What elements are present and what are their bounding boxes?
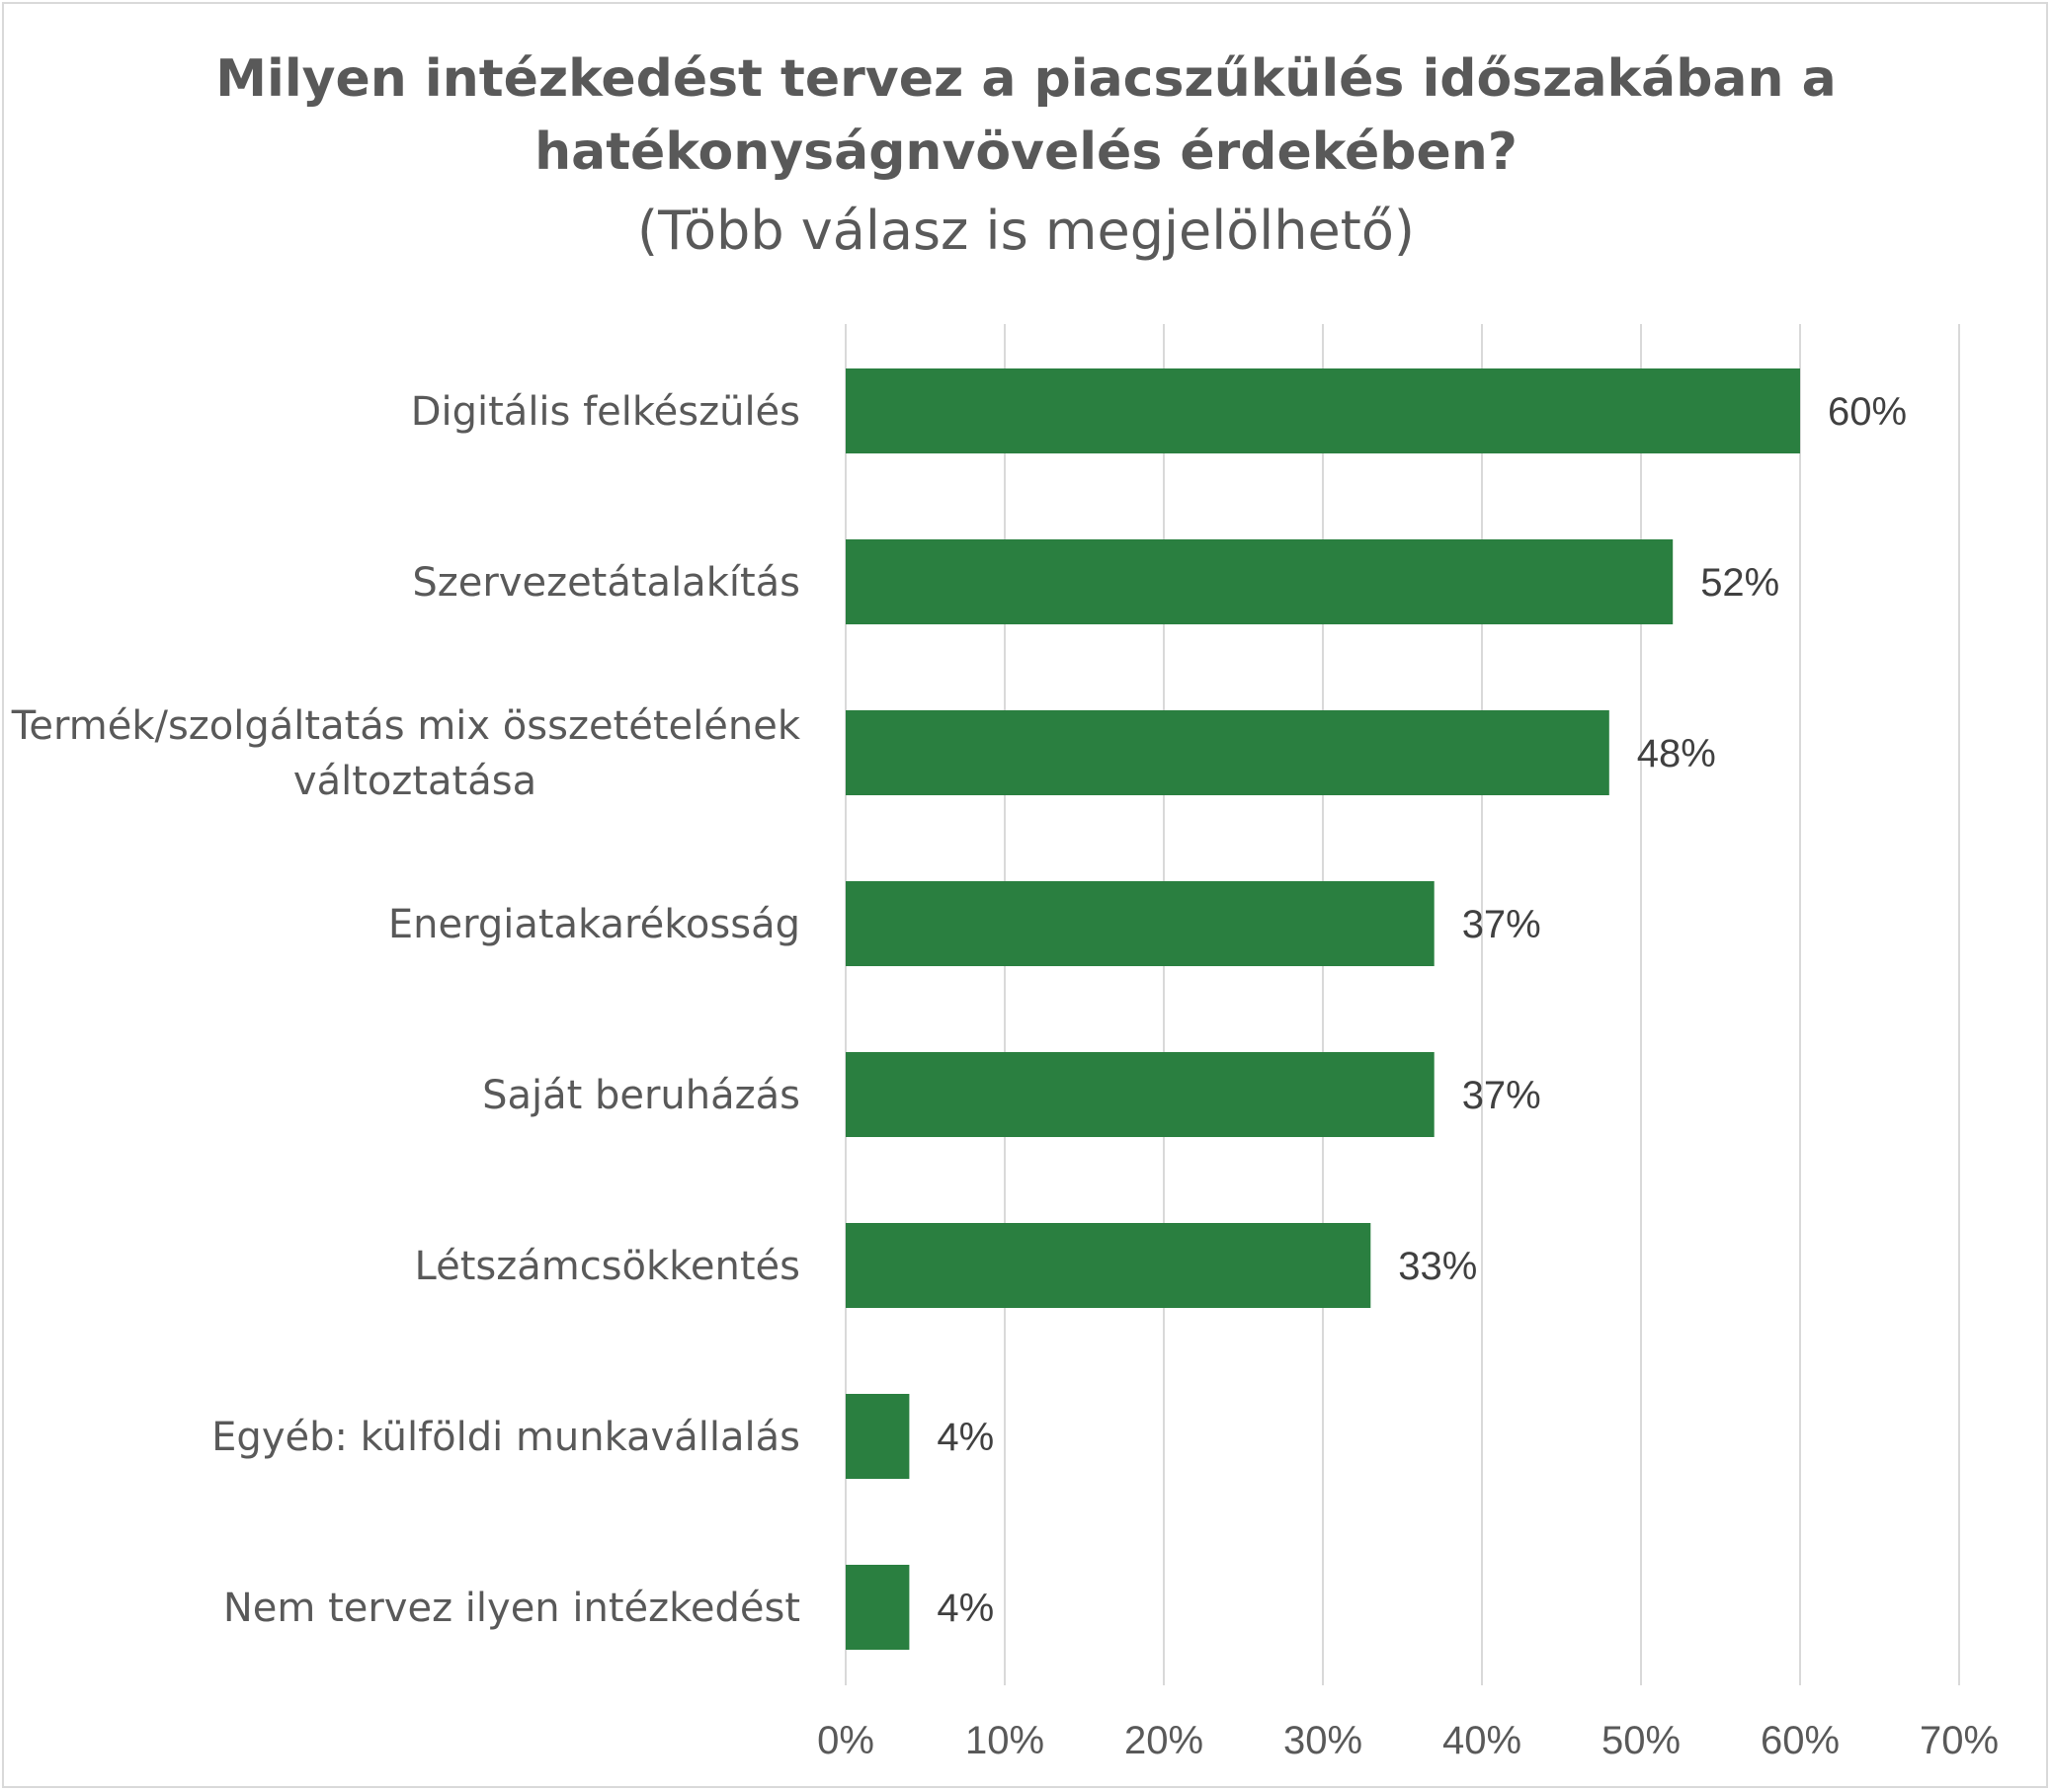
x-tick-label: 30% bbox=[1283, 1719, 1362, 1762]
x-tick-label: 10% bbox=[965, 1719, 1044, 1762]
category-label: változtatása bbox=[293, 759, 536, 804]
category-label: Egyéb: külföldi munkavállalás bbox=[211, 1415, 800, 1460]
x-axis-ticks: 0% 10% 20% 30% 40% 50% 60% 70% bbox=[817, 1719, 1999, 1762]
bars bbox=[846, 368, 1800, 1650]
bar bbox=[846, 1394, 910, 1479]
gridlines bbox=[845, 324, 1960, 1685]
category-label: Saját beruházás bbox=[482, 1073, 800, 1118]
data-labels: 60% 52% 48% 37% 37% 33% 4% 4% bbox=[937, 390, 1907, 1630]
bar bbox=[846, 368, 1800, 453]
x-tick-label: 60% bbox=[1761, 1719, 1840, 1762]
x-tick-label: 70% bbox=[1920, 1719, 1999, 1762]
data-label: 48% bbox=[1637, 732, 1716, 775]
category-label: Szervezetátalakítás bbox=[412, 560, 800, 606]
chart-title: Milyen intézkedést tervez a piacszűkülés… bbox=[215, 49, 1837, 109]
category-label: Digitális felkészülés bbox=[411, 389, 800, 435]
x-tick-label: 0% bbox=[817, 1719, 874, 1762]
category-label: Nem tervez ilyen intézkedést bbox=[223, 1586, 800, 1631]
category-label: Létszámcsökkentés bbox=[415, 1244, 801, 1289]
x-tick-label: 20% bbox=[1124, 1719, 1203, 1762]
data-label: 52% bbox=[1700, 561, 1779, 605]
data-label: 4% bbox=[937, 1587, 994, 1630]
bar bbox=[846, 1223, 1371, 1308]
x-tick-label: 40% bbox=[1442, 1719, 1521, 1762]
category-label: Termék/szolgáltatás mix összetételének bbox=[11, 703, 801, 749]
data-label: 37% bbox=[1462, 1074, 1541, 1117]
data-label: 60% bbox=[1828, 390, 1907, 434]
x-tick-label: 50% bbox=[1601, 1719, 1681, 1762]
bar bbox=[846, 710, 1609, 795]
bar bbox=[846, 1565, 910, 1650]
data-label: 4% bbox=[937, 1416, 994, 1459]
chart-subtitle: (Több válasz is megjelölhető) bbox=[637, 200, 1415, 262]
chart-title-line2: hatékonyságnvövelés érdekében? bbox=[534, 122, 1518, 182]
bar bbox=[846, 1052, 1435, 1137]
data-label: 37% bbox=[1462, 903, 1541, 946]
category-label: Energiatakarékosság bbox=[388, 902, 800, 947]
category-labels: Digitális felkészülés Szervezetátalakítás… bbox=[11, 389, 801, 1631]
bar bbox=[846, 539, 1674, 624]
bar bbox=[846, 881, 1435, 966]
data-label: 33% bbox=[1398, 1245, 1477, 1288]
